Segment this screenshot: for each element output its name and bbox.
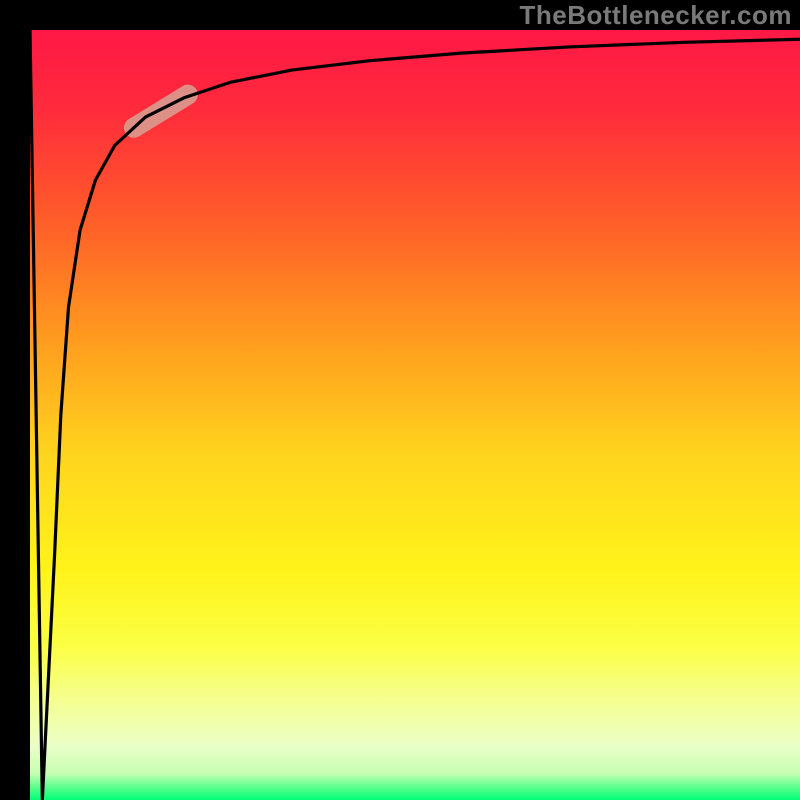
bottleneck-plot — [30, 30, 800, 800]
watermark-text: TheBottlenecker.com — [520, 0, 792, 31]
plot-background — [30, 30, 800, 800]
chart-frame: TheBottlenecker.com — [0, 0, 800, 800]
